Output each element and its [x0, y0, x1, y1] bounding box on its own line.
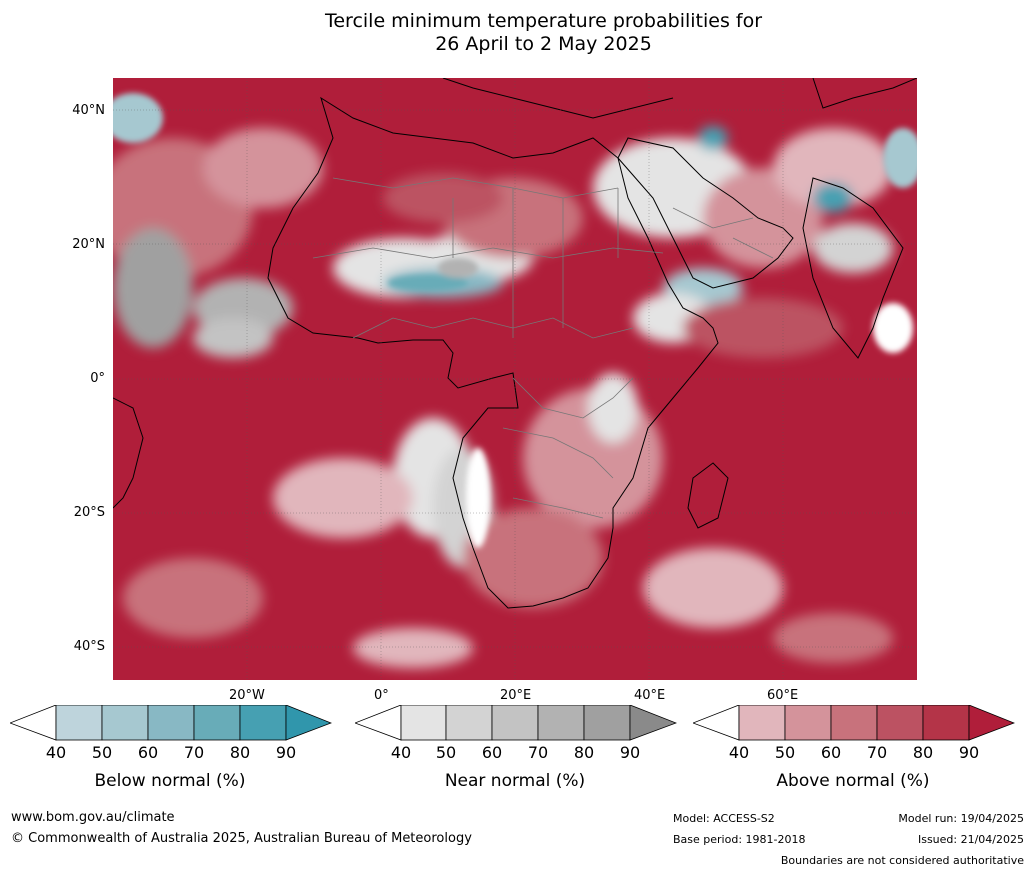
colorbar-above-bin-50-60 [784, 704, 832, 741]
colorbar-near-tick: 60 [481, 743, 503, 762]
title-line-1: Tercile minimum temperature probabilitie… [324, 10, 763, 32]
colorbar-near-bin-60-70 [491, 704, 539, 741]
colorbar-above-tick: 50 [774, 743, 796, 762]
probability-map [113, 78, 917, 680]
colorbar-near-label: Near normal (%) [444, 771, 586, 791]
lon-label-0: 0° [374, 688, 389, 703]
colorbar-near-tick: 50 [435, 743, 457, 762]
lat-label-0: 0° [90, 371, 105, 386]
colorbar-below-bin-70-80 [193, 704, 241, 741]
colorbar-above-bin-60-70 [830, 704, 878, 741]
colorbar-above-normal: 40 50 60 70 80 90 Above normal (%) [691, 704, 1016, 791]
lat-label-40n: 40°N [72, 103, 105, 118]
colorbar-above-tick: 90 [958, 743, 980, 762]
colorbar-near-normal: 40 50 60 70 80 90 Near normal (%) [353, 704, 678, 791]
footer-disclaimer: Boundaries are not considered authoritat… [780, 854, 1024, 867]
colorbar-below-tick: 50 [91, 743, 113, 762]
probability-detail [113, 93, 917, 548]
colorbar-near-bin-40-50 [400, 704, 447, 741]
colorbar-near-bin-50-60 [445, 704, 493, 741]
map-title: Tercile minimum temperature probabilitie… [0, 10, 1035, 56]
colorbar-above-tick: 80 [912, 743, 934, 762]
lat-label-20s: 20°S [73, 505, 105, 520]
lat-label-20n: 20°N [72, 237, 105, 252]
lon-label-20e: 20°E [500, 688, 532, 703]
footer-copyright: © Commonwealth of Australia 2025, Austra… [11, 831, 472, 846]
colorbar-below-bin-40-50 [55, 704, 103, 741]
colorbar-below-high-arrow [285, 704, 333, 741]
colorbar-below-normal: 40 50 60 70 80 90 Below normal (%) [8, 704, 333, 791]
probability-shading [113, 126, 893, 668]
footer-model: Model: ACCESS-S2 [673, 812, 775, 825]
colorbar-above-low-arrow [691, 704, 740, 741]
lon-label-60e: 60°E [767, 688, 799, 703]
lon-label-20w: 20°W [229, 688, 265, 703]
colorbar-below-tick: 70 [183, 743, 205, 762]
colorbar-above-tick: 40 [728, 743, 750, 762]
colorbar-below-bin-80-90 [239, 704, 287, 741]
colorbar-below-tick: 60 [137, 743, 159, 762]
colorbar-above-high-arrow [968, 704, 1016, 741]
colorbar-below-low-arrow [8, 704, 57, 741]
colorbar-below-tick: 80 [229, 743, 251, 762]
colorbar-near-high-arrow [629, 704, 678, 741]
colorbar-near-tick: 70 [527, 743, 549, 762]
colorbar-above-swatches [691, 704, 1016, 741]
colorbar-above-bin-40-50 [738, 704, 786, 741]
colorbar-below-bin-60-70 [147, 704, 195, 741]
colorbar-below-label: Below normal (%) [94, 771, 246, 791]
coastlines [113, 78, 917, 609]
footer-base-period: Base period: 1981-2018 [673, 833, 806, 846]
colorbar-near-tick: 90 [619, 743, 641, 762]
colorbar-near-tick: 80 [573, 743, 595, 762]
colorbar-near-bin-80-90 [583, 704, 631, 741]
colorbar-near-tick: 40 [390, 743, 412, 762]
colorbar-below-bin-50-60 [101, 704, 149, 741]
graticule [113, 78, 917, 680]
lat-label-40s: 40°S [73, 639, 105, 654]
footer-url-link[interactable]: www.bom.gov.au/climate [11, 810, 175, 825]
colorbar-near-swatches [353, 704, 678, 741]
colorbar-above-bin-70-80 [876, 704, 924, 741]
colorbar-near-low-arrow [353, 704, 402, 741]
footer-issued: Issued: 21/04/2025 [917, 833, 1024, 846]
colorbar-near-bin-70-80 [537, 704, 585, 741]
country-borders [312, 177, 774, 519]
colorbar-above-tick: 60 [820, 743, 842, 762]
colorbar-below-tick: 90 [275, 743, 297, 762]
colorbar-above-tick: 70 [866, 743, 888, 762]
title-line-2: 26 April to 2 May 2025 [435, 33, 652, 55]
footer-model-run: Model run: 19/04/2025 [898, 812, 1024, 825]
colorbar-above-label: Above normal (%) [776, 771, 930, 791]
lon-label-40e: 40°E [634, 688, 666, 703]
colorbar-above-bin-80-90 [922, 704, 970, 741]
colorbar-below-swatches [8, 704, 333, 741]
colorbar-below-tick: 40 [45, 743, 67, 762]
